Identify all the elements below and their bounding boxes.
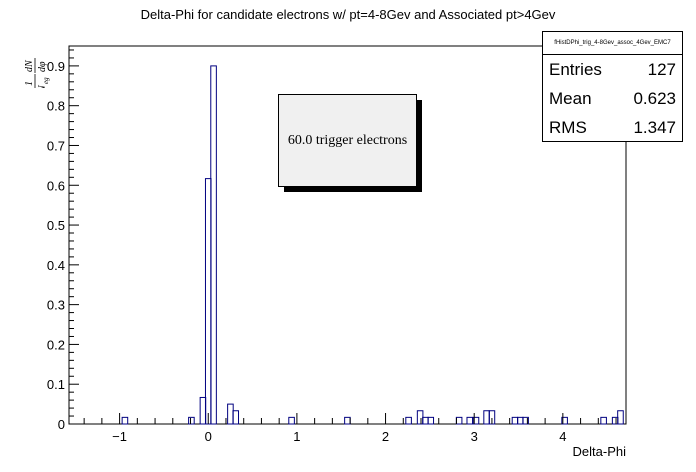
svg-text:eg: eg xyxy=(42,77,50,84)
histogram-bin-14 xyxy=(466,416,474,425)
x-tick-label: 1 xyxy=(293,429,300,444)
x-tick-label: −1 xyxy=(112,429,127,444)
y-tick-label: 0.2 xyxy=(47,337,65,352)
histogram-bin-2 xyxy=(199,396,207,425)
y-tick-label: 0.5 xyxy=(47,218,65,233)
stats-rms-label: RMS xyxy=(549,118,587,137)
y-axis-label-formula: 1 N eg dN dφ xyxy=(24,58,50,93)
histogram-bin-13 xyxy=(455,416,463,425)
y-axis-label: 1 N eg dN dφ xyxy=(10,48,50,93)
y-tick-label: 0 xyxy=(58,417,65,432)
histogram-bin-16 xyxy=(483,410,490,425)
stats-row-rms: RMS 1.347 xyxy=(543,113,682,142)
histogram-bin-8 xyxy=(344,416,351,425)
histogram-bin-11 xyxy=(422,416,429,425)
histogram-bin-7 xyxy=(288,416,295,425)
x-tick-label: 4 xyxy=(559,429,566,444)
x-tick-label: 2 xyxy=(382,429,389,444)
histogram-bin-1 xyxy=(188,416,195,425)
chart-title: Delta-Phi for candidate electrons w/ pt=… xyxy=(140,7,556,22)
histogram-bin-23 xyxy=(611,416,619,425)
stats-box: fHistDPhi_trig_4-8Gev_assoc_4Gev_EMC7 En… xyxy=(542,31,683,142)
x-tick-label: 3 xyxy=(471,429,478,444)
histogram-bin-22 xyxy=(600,416,607,425)
x-tick-label: 0 xyxy=(205,429,212,444)
y-tick-label: 0.1 xyxy=(47,377,65,392)
histogram-bin-12 xyxy=(427,416,435,425)
trigger-count-annotation: 60.0 trigger electrons xyxy=(278,94,417,187)
y-tick-label: 0.4 xyxy=(47,258,65,273)
y-tick-label: 0.7 xyxy=(47,138,65,153)
histogram-bin-6 xyxy=(232,410,240,425)
svg-text:1: 1 xyxy=(24,81,35,86)
stats-mean-value: 0.623 xyxy=(633,89,676,108)
stats-rms-value: 1.347 xyxy=(633,118,676,137)
histogram-bin-5 xyxy=(227,403,234,425)
y-tick-label: 0.9 xyxy=(47,59,65,74)
histogram-bin-10 xyxy=(416,410,424,425)
y-tick-label: 0.8 xyxy=(47,99,65,114)
stats-mean-label: Mean xyxy=(549,89,592,108)
histogram-bin-19 xyxy=(517,416,524,425)
x-axis-label: Delta-Phi xyxy=(572,444,626,459)
stats-entries-label: Entries xyxy=(549,60,602,79)
histogram-bin-24 xyxy=(617,410,624,425)
histogram-bin-20 xyxy=(522,416,529,425)
stats-row-mean: Mean 0.623 xyxy=(543,84,682,113)
stats-histogram-name: fHistDPhi_trig_4-8Gev_assoc_4Gev_EMC7 xyxy=(543,32,682,55)
histogram-bin-9 xyxy=(405,416,412,425)
svg-text:dφ: dφ xyxy=(37,61,48,72)
stats-row-entries: Entries 127 xyxy=(543,55,682,84)
histogram-bin-4 xyxy=(210,65,217,425)
stats-entries-value: 127 xyxy=(647,60,676,79)
histogram-bin-3 xyxy=(204,178,212,425)
svg-text:dN: dN xyxy=(24,59,35,72)
histogram-bin-0 xyxy=(121,416,129,425)
histogram-bin-21 xyxy=(561,416,568,425)
y-tick-label: 0.6 xyxy=(47,178,65,193)
histogram-bin-18 xyxy=(511,416,519,425)
y-tick-label: 0.3 xyxy=(47,298,65,313)
histogram-bin-15 xyxy=(472,416,480,425)
